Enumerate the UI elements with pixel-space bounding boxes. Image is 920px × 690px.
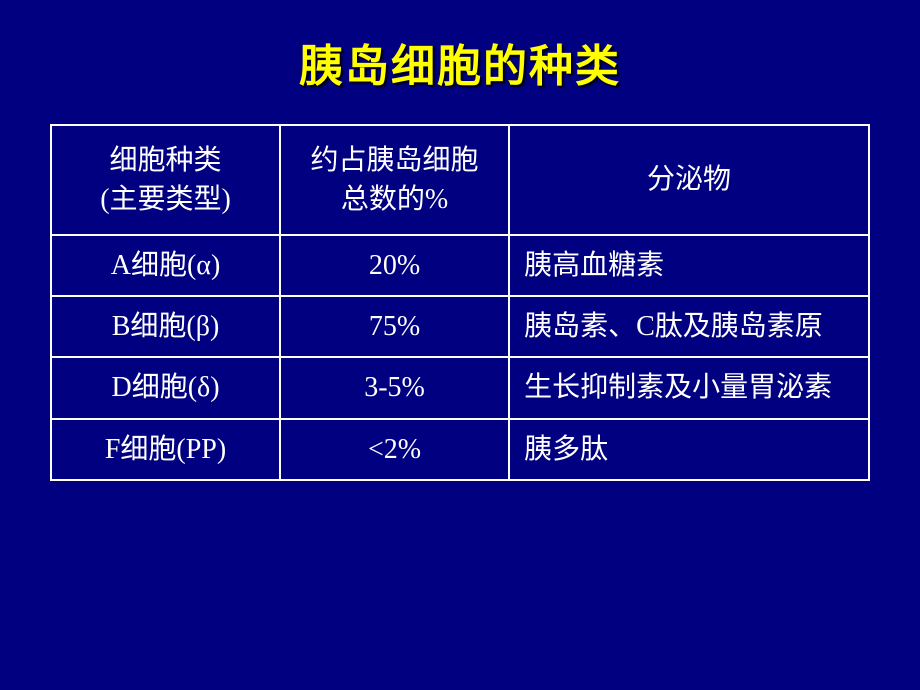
cell-percentage: 3-5% — [280, 357, 509, 418]
cell-secretion: 生长抑制素及小量胃泌素 — [509, 357, 869, 418]
cell-secretion: 胰多肽 — [509, 419, 869, 480]
table-header-row: 细胞种类 (主要类型) 约占胰岛细胞 总数的% 分泌物 — [51, 125, 869, 235]
cell-type: B细胞(β) — [51, 296, 280, 357]
cell-percentage: 75% — [280, 296, 509, 357]
cell-type: A细胞(α) — [51, 235, 280, 296]
header-percentage: 约占胰岛细胞 总数的% — [280, 125, 509, 235]
table-row: D细胞(δ) 3-5% 生长抑制素及小量胃泌素 — [51, 357, 869, 418]
cell-type: D细胞(δ) — [51, 357, 280, 418]
cell-percentage: 20% — [280, 235, 509, 296]
cell-secretion: 胰高血糖素 — [509, 235, 869, 296]
header-cell-type-line1: 细胞种类 — [110, 145, 222, 176]
table-row: F细胞(PP) <2% 胰多肽 — [51, 419, 869, 480]
header-secretion: 分泌物 — [509, 125, 869, 235]
table-row: A细胞(α) 20% 胰高血糖素 — [51, 235, 869, 296]
cell-type: F细胞(PP) — [51, 419, 280, 480]
slide-title: 胰岛细胞的种类 — [50, 30, 870, 94]
cell-percentage: <2% — [280, 419, 509, 480]
table-row: B细胞(β) 75% 胰岛素、C肽及胰岛素原 — [51, 296, 869, 357]
islet-cell-table: 细胞种类 (主要类型) 约占胰岛细胞 总数的% 分泌物 A细胞(α) 20% 胰… — [50, 124, 870, 481]
header-cell-type-line2: (主要类型) — [100, 184, 231, 215]
header-percentage-line2: 总数的% — [341, 184, 448, 215]
slide-container: 胰岛细胞的种类 细胞种类 (主要类型) 约占胰岛细胞 总数的% 分泌物 A细胞(… — [0, 0, 920, 690]
cell-secretion: 胰岛素、C肽及胰岛素原 — [509, 296, 869, 357]
header-percentage-line1: 约占胰岛细胞 — [311, 145, 479, 176]
header-cell-type: 细胞种类 (主要类型) — [51, 125, 280, 235]
